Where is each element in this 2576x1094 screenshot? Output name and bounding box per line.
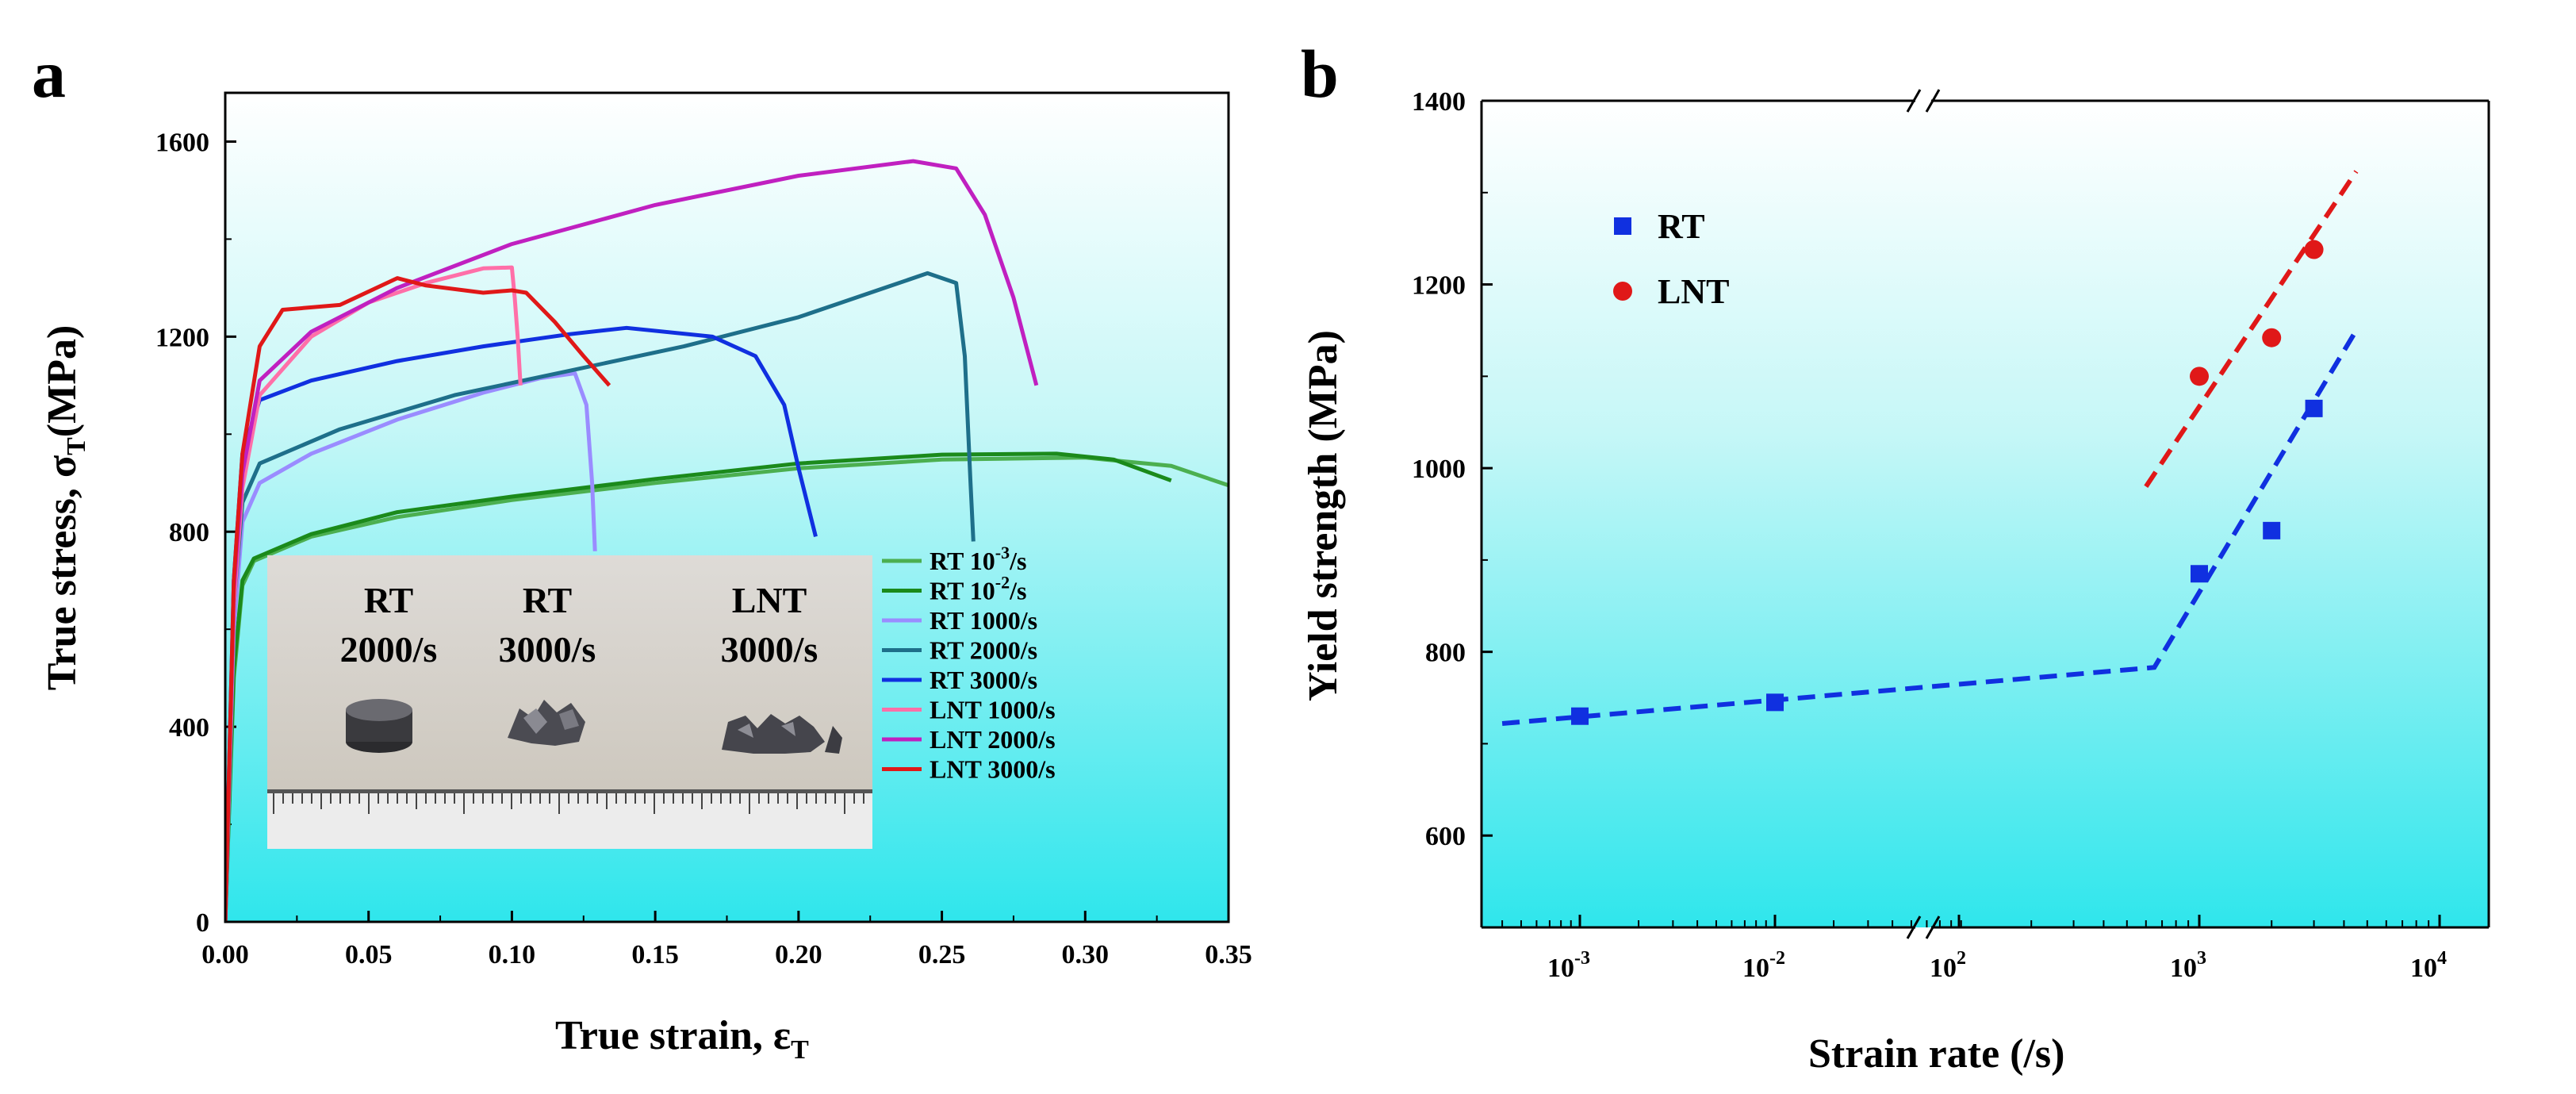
legend-label: LNT 1000/s xyxy=(930,696,1056,724)
x-tick-label: 0.30 xyxy=(1062,940,1110,969)
panel-a-series-lines xyxy=(225,159,1229,922)
x-tick-label: 0.10 xyxy=(489,940,536,969)
y-tick-label: 1200 xyxy=(1412,271,1466,301)
x-tick-label: 10-3 xyxy=(1547,948,1590,983)
x-tick-label: 0.00 xyxy=(201,940,249,969)
x-tick-label: 10-2 xyxy=(1742,948,1785,983)
photo-label-1: RT 2000/s xyxy=(340,580,438,670)
legend-label: RT 1000/s xyxy=(930,606,1037,635)
lnt-point xyxy=(2262,328,2282,347)
panel-b-plot-area xyxy=(1482,101,2489,927)
series-line-8 xyxy=(225,276,611,922)
x-tick-label: 0.25 xyxy=(918,940,966,969)
y-tick-label: 400 xyxy=(169,713,209,743)
panel-b-y-axis-title: Yield strength (MPa) xyxy=(1301,330,1346,701)
rt-point xyxy=(2305,399,2323,417)
legend-label: LNT 2000/s xyxy=(930,725,1056,754)
inset-photo: RT 2000/s RT 3000/s LNT 3000/s xyxy=(267,555,872,849)
legend-label: LNT xyxy=(1658,272,1729,311)
panel-a-frame xyxy=(224,91,1230,923)
x-tick-label: 104 xyxy=(2410,948,2447,983)
panel-b-frame xyxy=(1480,89,2490,939)
panel-a-legend: RT 10-3/sRT 10-2/sRT 1000/sRT 2000/sRT 3… xyxy=(882,543,1056,784)
axis-break-mark xyxy=(1925,916,1941,939)
legend-label: RT 2000/s xyxy=(930,636,1037,665)
panel-b-data-points xyxy=(1571,240,2324,725)
y-tick-label: 600 xyxy=(1425,822,1466,851)
rt-point xyxy=(1766,693,1784,712)
specimen-lnt-3000 xyxy=(722,714,842,754)
ruler-edge xyxy=(267,789,872,793)
panel-b-fit-lines xyxy=(1501,170,2359,726)
photo-label-1-line2: 2000/s xyxy=(340,629,438,670)
x-tick-label: 0.35 xyxy=(1205,940,1252,969)
legend-label: RT 10-3/s xyxy=(930,543,1026,575)
x-tick-label: 0.05 xyxy=(345,940,393,969)
panel-a-y-tick-labels: 0 400 800 1200 1600 xyxy=(155,128,209,938)
photo-label-1-line1: RT xyxy=(364,580,413,620)
ruler-ticks xyxy=(273,793,864,814)
panel-b-x-axis-title: Strain rate (/s) xyxy=(1808,1031,2064,1077)
y-tick-label: 0 xyxy=(196,908,209,938)
y-tick-label: 1600 xyxy=(155,128,209,157)
specimen-rt-3000 xyxy=(508,700,585,746)
rt-point xyxy=(1571,707,1589,725)
panel-a-letter: a xyxy=(32,36,66,112)
rt-point xyxy=(2263,521,2281,539)
series-line-4 xyxy=(225,271,976,922)
y-tick-label: 800 xyxy=(1425,639,1466,668)
panel-b: b 10-3 10-2 102 103 104 600 800 1000 1200 1400 S… xyxy=(1301,36,2490,1077)
legend-label: RT xyxy=(1658,207,1705,246)
series-line-2 xyxy=(225,451,1172,922)
legend-marker-circle xyxy=(1613,282,1632,301)
panel-a-x-axis-title: True strain, εT xyxy=(555,1013,809,1065)
lnt-point xyxy=(2190,367,2209,386)
fit-line-1 xyxy=(1501,328,2359,726)
legend-label: RT 3000/s xyxy=(930,666,1037,694)
rt-point xyxy=(2191,565,2208,583)
legend-marker-square xyxy=(1614,217,1631,235)
panel-b-y-tick-labels: 600 800 1000 1200 1400 xyxy=(1412,87,1466,851)
photo-label-2-line2: 3000/s xyxy=(499,629,596,670)
y-tick-label: 1400 xyxy=(1412,87,1466,117)
legend-label: RT 10-2/s xyxy=(930,573,1026,605)
axis-break-mark xyxy=(1906,916,1922,939)
x-tick-label: 102 xyxy=(1930,948,1966,983)
x-tick-label: 0.15 xyxy=(631,940,679,969)
series-line-7 xyxy=(225,159,1039,922)
fit-line-2 xyxy=(2144,170,2359,488)
photo-label-2: RT 3000/s xyxy=(499,580,596,670)
y-tick-label: 1000 xyxy=(1412,455,1466,484)
y-tick-label: 800 xyxy=(169,518,209,547)
x-tick-label: 103 xyxy=(2170,948,2206,983)
panel-b-letter: b xyxy=(1301,36,1339,112)
panel-a-y-axis-title: True stress, σT(MPa) xyxy=(40,325,91,691)
axis-break-mark xyxy=(1906,89,1922,113)
photo-label-3-line1: LNT xyxy=(732,580,807,620)
legend-label: LNT 3000/s xyxy=(930,755,1056,784)
axis-break-mark xyxy=(1925,89,1941,113)
lnt-point xyxy=(2304,240,2324,259)
ruler xyxy=(267,789,872,849)
specimen-rt-2000 xyxy=(346,699,412,753)
photo-label-3-line2: 3000/s xyxy=(721,629,818,670)
photo-label-2-line1: RT xyxy=(523,580,572,620)
panel-a: a 0.00 0.05 0.10 0.15 0.20 0.25 0.30 0.35 0 400 8… xyxy=(32,36,1252,1065)
panel-b-x-tick-labels: 10-3 10-2 102 103 104 xyxy=(1547,948,2447,983)
panel-b-legend: RT LNT xyxy=(1613,207,1729,311)
y-tick-label: 1200 xyxy=(155,323,209,352)
panel-a-x-tick-labels: 0.00 0.05 0.10 0.15 0.20 0.25 0.30 0.35 xyxy=(201,940,1252,969)
x-tick-label: 0.20 xyxy=(775,940,822,969)
photo-label-3: LNT 3000/s xyxy=(721,580,818,670)
